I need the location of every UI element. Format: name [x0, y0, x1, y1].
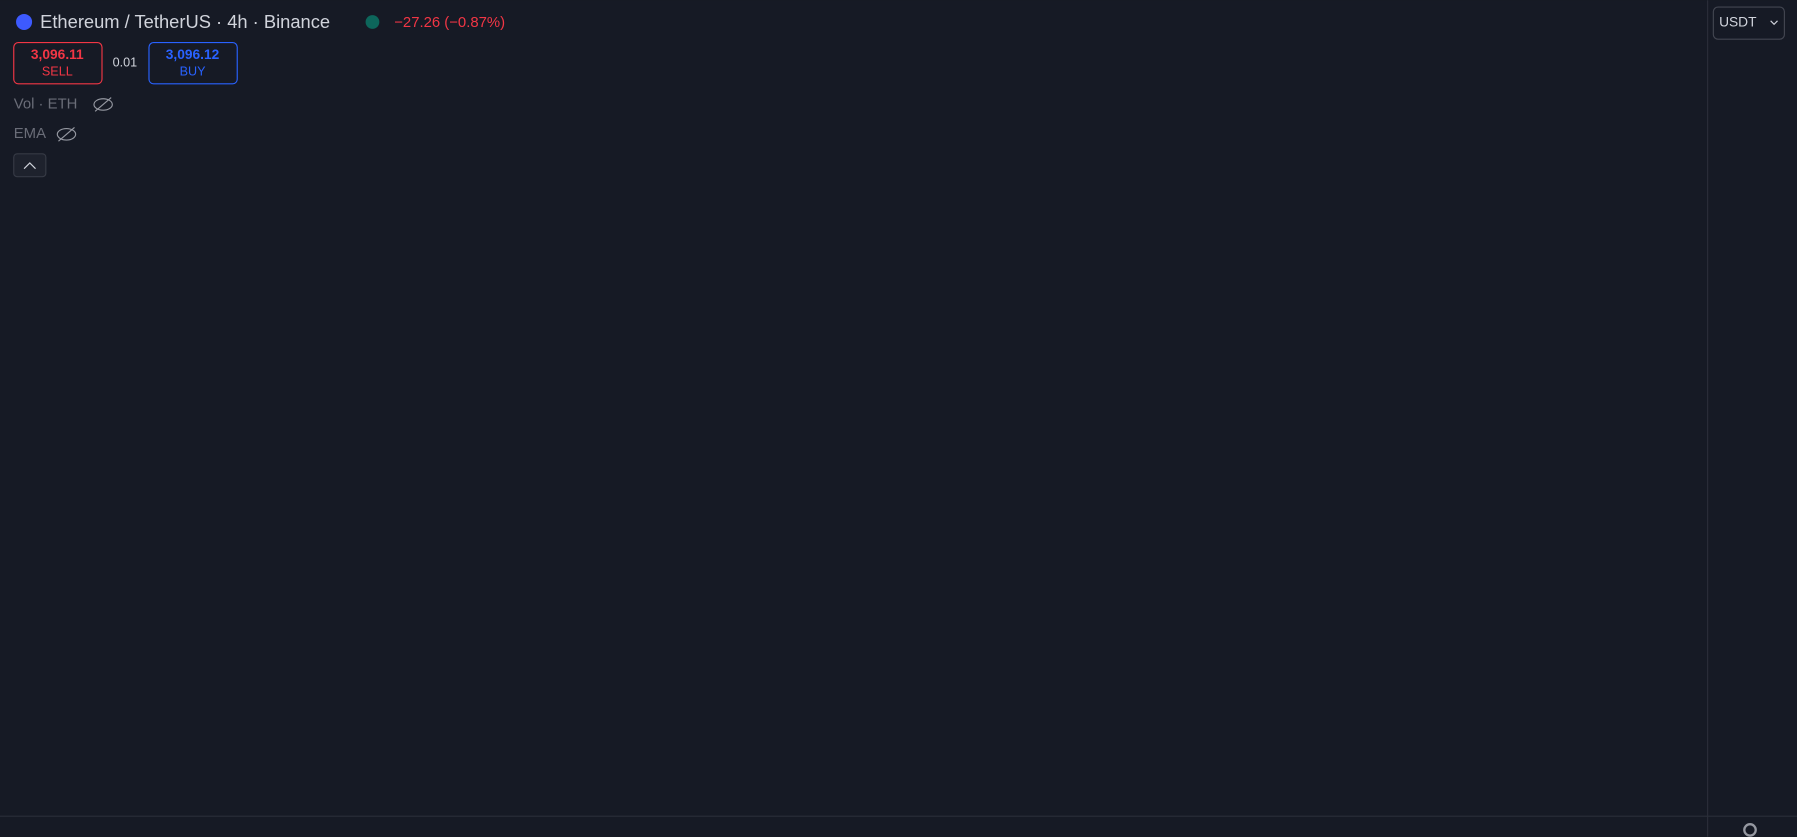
buy-label[interactable]: BUY [180, 65, 206, 79]
market-status[interactable] [365, 15, 380, 29]
hide-icon[interactable] [56, 126, 77, 142]
currency-button[interactable] [1712, 6, 1785, 40]
sell-label[interactable]: SELL [42, 65, 73, 79]
price-change: −27.26 (−0.87%) [394, 15, 505, 31]
collapse-button[interactable] [13, 153, 47, 178]
lot-size: 0.01 [113, 56, 138, 70]
dropdown-icon [1770, 20, 1778, 26]
coin-icon [16, 13, 33, 30]
currency-label[interactable]: USDT [1719, 15, 1757, 30]
sell-price[interactable]: 3,096.11 [31, 47, 84, 62]
buy-button[interactable] [148, 42, 238, 85]
hide-icon[interactable] [93, 97, 113, 112]
symbol: Ethereum / TetherUS · 4h · Binance [40, 11, 330, 32]
sell-button[interactable] [13, 42, 103, 85]
ema-indicator[interactable]: EMA [14, 126, 46, 142]
settings-icon[interactable] [1743, 823, 1757, 837]
volume-indicator[interactable]: Vol · ETH [14, 96, 78, 112]
price-axis [1707, 0, 1797, 837]
buy-price[interactable]: 3,096.12 [166, 47, 220, 62]
collapse-icon [23, 162, 36, 170]
